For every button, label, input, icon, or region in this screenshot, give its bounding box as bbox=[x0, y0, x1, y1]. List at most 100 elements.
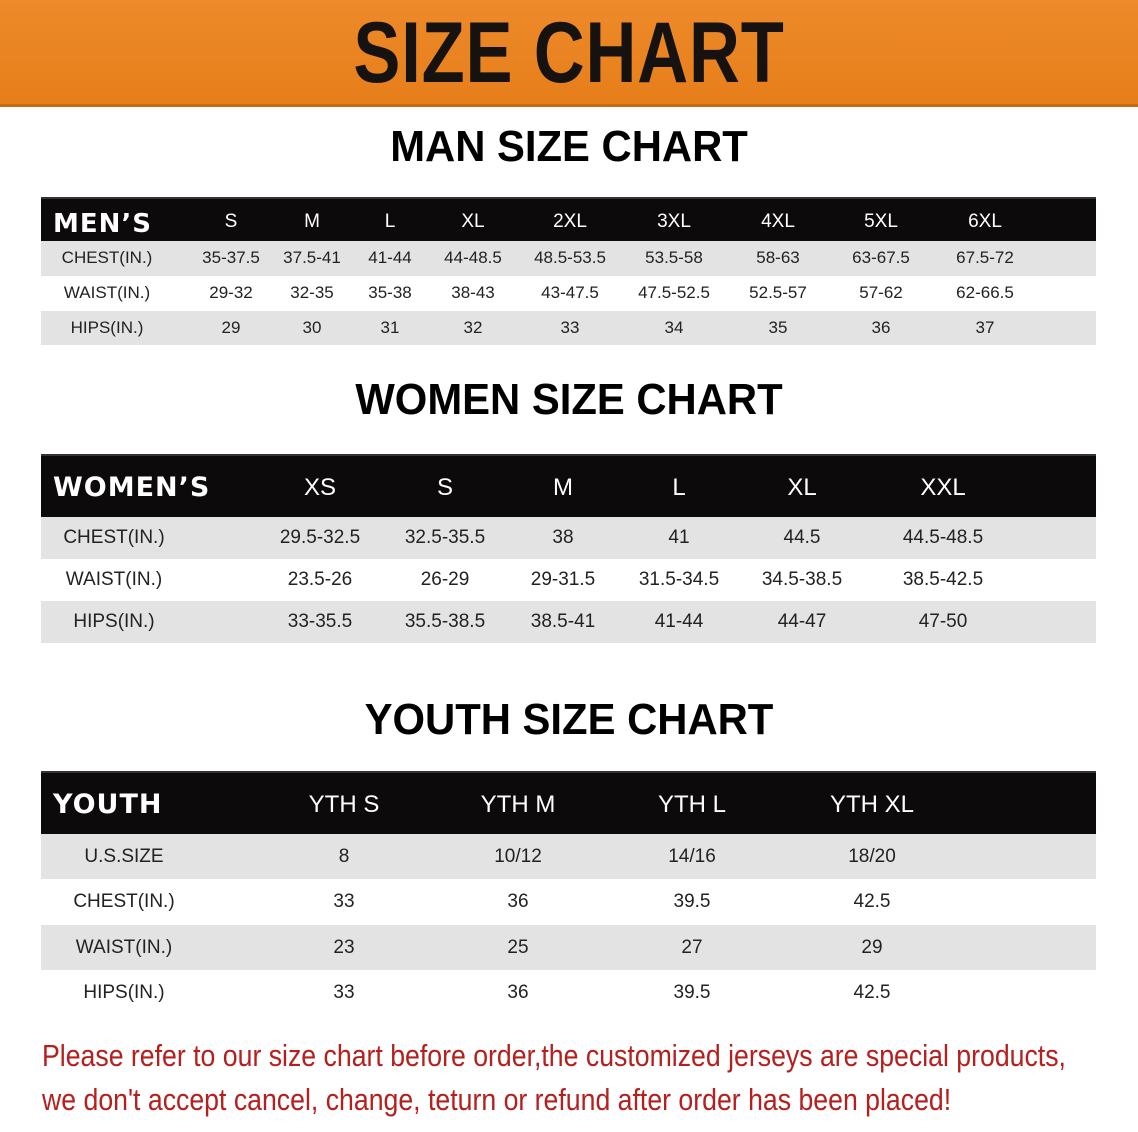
size-header: XL bbox=[461, 211, 485, 232]
table-cell: 62-66.5 bbox=[956, 283, 1014, 302]
table-row: CHEST(IN.) 35-37.5 37.5-41 41-44 44-48.5 48.5… bbox=[41, 241, 1096, 276]
size-header: 6XL bbox=[968, 211, 1002, 232]
table-header-row: YOUTH YTH S YTH M YTH L YTH XL bbox=[41, 771, 1096, 836]
table-cell: 31.5-34.5 bbox=[638, 569, 720, 590]
table-cell: 38 bbox=[552, 527, 574, 548]
size-header: YTH L bbox=[657, 791, 727, 818]
table-cell: 44.5 bbox=[783, 527, 821, 548]
men-section-title: MAN SIZE CHART bbox=[390, 122, 748, 171]
table-cell: 44-48.5 bbox=[444, 248, 502, 267]
size-header: 2XL bbox=[553, 211, 587, 232]
table-cell: 33 bbox=[333, 982, 355, 1003]
table-cell: 29.5-32.5 bbox=[279, 527, 361, 548]
table-cell: 41 bbox=[668, 527, 690, 548]
table-row: CHEST(IN.) 29.5-32.5 32.5-35.5 38 41 44.5 44.5… bbox=[41, 517, 1096, 559]
table-header-row: WOMEN’S XS S M L XL XXL bbox=[41, 454, 1096, 519]
table-cell: 26-29 bbox=[420, 569, 470, 590]
table-row: HIPS(IN.) 29 30 31 32 33 34 35 36 37 bbox=[41, 311, 1096, 345]
size-header: L bbox=[672, 474, 686, 501]
row-label: CHEST(IN.) bbox=[63, 527, 165, 548]
table-cell: 23.5-26 bbox=[287, 569, 353, 590]
size-header: S bbox=[436, 474, 454, 501]
table-cell: 35-38 bbox=[368, 283, 412, 302]
table-header-row: MEN’S S M L XL 2XL 3XL 4XL 5XL 6XL bbox=[41, 197, 1096, 243]
table-cell: 47-50 bbox=[918, 611, 968, 632]
size-header: 4XL bbox=[761, 211, 795, 232]
table-cell: 25 bbox=[507, 937, 529, 958]
row-label: HIPS(IN.) bbox=[73, 611, 155, 632]
table-cell: 34.5-38.5 bbox=[761, 569, 843, 590]
size-header: YTH S bbox=[308, 791, 380, 818]
table-cell: 35.5-38.5 bbox=[404, 611, 486, 632]
women-section-title: WOMEN SIZE CHART bbox=[355, 375, 783, 424]
size-header: XL bbox=[787, 474, 817, 501]
table-cell: 63-67.5 bbox=[852, 248, 910, 267]
table-cell: 37 bbox=[975, 318, 995, 337]
row-label: HIPS(IN.) bbox=[83, 982, 165, 1003]
table-row: HIPS(IN.) 33 36 39.5 42.5 bbox=[41, 970, 1096, 1015]
table-row: WAIST(IN.) 23.5-26 26-29 29-31.5 31.5-34.5 34… bbox=[41, 559, 1096, 601]
table-cell: 35 bbox=[768, 318, 788, 337]
table-row: CHEST(IN.) 33 36 39.5 42.5 bbox=[41, 879, 1096, 925]
notice-line-2: we don't accept cancel, change, teturn o… bbox=[42, 1082, 952, 1117]
table-cell: 32-35 bbox=[290, 283, 334, 302]
table-cell: 36 bbox=[507, 891, 529, 912]
table-row: U.S.SIZE 8 10/12 14/16 18/20 bbox=[41, 834, 1096, 879]
banner-title: SIZE CHART bbox=[353, 5, 785, 101]
size-header: 5XL bbox=[864, 211, 898, 232]
table-cell: 42.5 bbox=[853, 982, 891, 1003]
table-cell: 8 bbox=[338, 846, 350, 867]
table-cell: 67.5-72 bbox=[956, 248, 1014, 267]
table-row: WAIST(IN.) 29-32 32-35 35-38 38-43 43-47.5 47.… bbox=[41, 276, 1096, 311]
table-cell: 52.5-57 bbox=[749, 283, 807, 302]
size-header: S bbox=[224, 211, 238, 232]
table-cell: 34 bbox=[664, 318, 684, 337]
size-header: XXL bbox=[920, 474, 966, 501]
table-cell: 42.5 bbox=[853, 891, 891, 912]
table-cell: 27 bbox=[681, 937, 703, 958]
size-header: M bbox=[553, 474, 573, 501]
table-cell: 29-32 bbox=[209, 283, 253, 302]
table-cell: 48.5-53.5 bbox=[534, 248, 606, 267]
table-cell: 39.5 bbox=[673, 891, 711, 912]
women-size-table: WOMEN’S XS S M L XL XXL CHEST(IN.) 29.5-32.5 32.5… bbox=[41, 454, 1096, 644]
table-cell: 43-47.5 bbox=[541, 283, 599, 302]
table-cell: 30 bbox=[302, 318, 322, 337]
table-cell: 29 bbox=[861, 937, 883, 958]
youth-size-table: YOUTH YTH S YTH M YTH L YTH XL U.S.SIZE 8 10/12… bbox=[41, 771, 1096, 1016]
table-cell: 29 bbox=[221, 318, 241, 337]
table-cell: 33 bbox=[333, 891, 355, 912]
table-cell: 57-62 bbox=[859, 283, 903, 302]
table-cell: 29-31.5 bbox=[530, 569, 596, 590]
table-cell: 31 bbox=[380, 318, 400, 337]
table-cell: 33-35.5 bbox=[287, 611, 353, 632]
table-cell: 10/12 bbox=[494, 846, 542, 867]
table-cell: 44.5-48.5 bbox=[902, 527, 984, 548]
notice-line-1: Please refer to our size chart before or… bbox=[42, 1038, 1066, 1073]
table-cell: 38-43 bbox=[451, 283, 495, 302]
table-cell: 38.5-41 bbox=[530, 611, 596, 632]
header-label: YOUTH bbox=[53, 789, 163, 820]
table-cell: 33 bbox=[560, 318, 580, 337]
table-cell: 44-47 bbox=[777, 611, 827, 632]
header-label: MEN’S bbox=[53, 209, 152, 239]
table-cell: 36 bbox=[871, 318, 891, 337]
size-header: XS bbox=[303, 474, 337, 501]
size-header: L bbox=[384, 211, 396, 232]
table-row: WAIST(IN.) 23 25 27 29 bbox=[41, 925, 1096, 970]
table-cell: 53.5-58 bbox=[645, 248, 703, 267]
table-cell: 39.5 bbox=[673, 982, 711, 1003]
table-cell: 14/16 bbox=[668, 846, 716, 867]
table-cell: 35-37.5 bbox=[202, 248, 260, 267]
row-label: CHEST(IN.) bbox=[73, 891, 175, 912]
table-cell: 41-44 bbox=[368, 248, 412, 267]
row-label: HIPS(IN.) bbox=[70, 318, 144, 337]
size-header: YTH M bbox=[480, 791, 556, 818]
row-label: WAIST(IN.) bbox=[63, 283, 151, 302]
row-label: WAIST(IN.) bbox=[75, 937, 173, 958]
table-cell: 41-44 bbox=[654, 611, 704, 632]
table-cell: 18/20 bbox=[848, 846, 896, 867]
table-cell: 32 bbox=[463, 318, 483, 337]
table-cell: 32.5-35.5 bbox=[404, 527, 486, 548]
men-size-table: MEN’S S M L XL 2XL 3XL 4XL 5XL 6XL CHEST(IN.) 35-37… bbox=[41, 197, 1096, 346]
